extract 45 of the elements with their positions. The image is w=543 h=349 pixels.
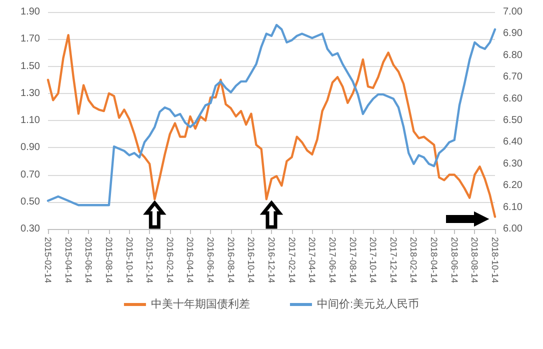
x-tick-label: 2018-04-14: [429, 237, 440, 284]
y2-tick-label: 6.60: [503, 93, 523, 104]
y2-tick-label: 7.00: [503, 6, 523, 18]
x-tick-label: 2018-06-14: [449, 237, 460, 284]
y2-tick-label: 6.00: [503, 224, 523, 234]
x-tick-label: 2015-06-14: [84, 237, 94, 284]
y-tick-label: 0.90: [20, 142, 40, 154]
legend-label: 中美十年期国债利差: [150, 298, 250, 310]
y-tick-label: 1.70: [20, 34, 40, 45]
x-tick-label: 2017-10-14: [368, 237, 378, 284]
y-tick-label: 0.70: [20, 169, 40, 180]
x-tick-label: 2018-08-14: [470, 237, 480, 284]
y2-tick-label: 6.20: [503, 180, 523, 192]
y-tick-label: 1.10: [20, 115, 40, 126]
x-tick-label: 2018-02-14: [408, 237, 419, 284]
x-tick-label: 2017-04-14: [307, 237, 318, 284]
x-tick-label: 2015-04-14: [63, 237, 74, 284]
legend-label: 中间价:美元兑人民币: [316, 298, 420, 310]
x-tick-label: 2017-06-14: [327, 237, 338, 284]
x-tick-label: 2017-02-14: [286, 237, 297, 284]
y2-tick-label: 6.10: [503, 202, 523, 213]
y-tick-label: 1.50: [20, 60, 40, 72]
x-tick-label: 2015-08-14: [104, 237, 114, 284]
x-tick-label: 2016-10-14: [246, 237, 256, 284]
x-tick-label: 2015-10-14: [124, 237, 134, 284]
x-tick-label: 2015-02-14: [43, 237, 53, 284]
y2-tick-label: 6.90: [503, 28, 523, 40]
x-tick-label: 2016-08-14: [226, 237, 236, 284]
y-tick-label: 1.30: [20, 88, 40, 99]
x-tick-label: 2018-10-14: [490, 237, 500, 284]
y2-tick-label: 6.70: [503, 72, 523, 83]
x-tick-label: 2016-02-14: [164, 237, 175, 284]
y-tick-label: 0.30: [20, 224, 40, 234]
y2-tick-label: 6.50: [503, 115, 523, 126]
x-tick-label: 2015-12-14: [144, 237, 155, 284]
x-tick-label: 2016-12-14: [266, 237, 276, 284]
y2-tick-label: 6.30: [503, 158, 523, 170]
y2-tick-label: 6.80: [503, 50, 523, 61]
x-tick-label: 2017-08-14: [348, 237, 358, 284]
x-tick-label: 2017-12-14: [388, 237, 398, 284]
x-tick-label: 2016-06-14: [206, 237, 216, 284]
y2-tick-label: 6.40: [503, 136, 523, 148]
y-tick-label: 0.50: [20, 196, 40, 208]
x-tick-label: 2016-04-14: [185, 237, 196, 284]
y-tick-label: 1.90: [20, 6, 40, 18]
